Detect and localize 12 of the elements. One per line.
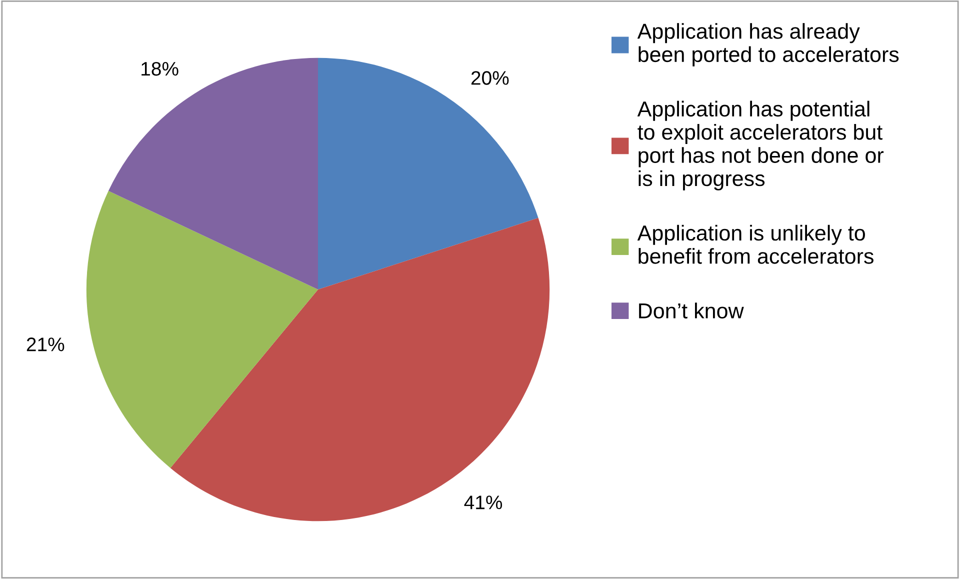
pie-slice <box>86 190 318 468</box>
data-label: 20% <box>471 71 509 85</box>
pie-slice <box>318 58 538 290</box>
pie-slice <box>108 58 318 290</box>
data-label: 18% <box>142 62 178 76</box>
pie-slice <box>170 218 550 522</box>
legend-label: Don’t know <box>639 302 744 318</box>
legend-label: Application has already been ported to accelerators <box>637 23 899 66</box>
data-label: 41% <box>464 496 502 510</box>
data-label: 21% <box>26 338 64 352</box>
legend-label: Application has potential to exploit accelerators but port has not been done or is in progress <box>637 100 884 190</box>
legend-label: Application is unlikely to benefit from accelerators <box>637 224 874 264</box>
